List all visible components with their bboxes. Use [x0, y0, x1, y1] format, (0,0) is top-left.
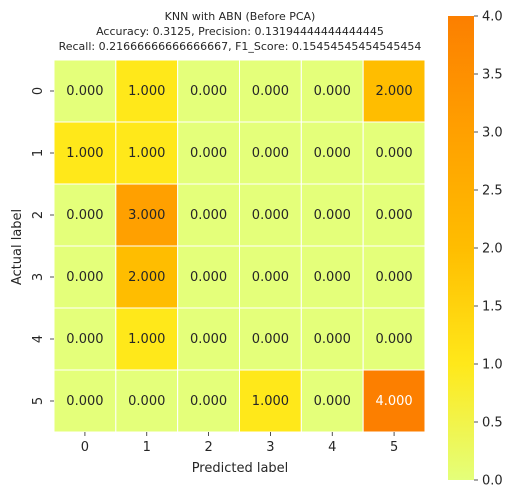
x-tick-label: 4 — [328, 440, 336, 455]
cell-value-label: 0.000 — [190, 270, 227, 285]
colorbar: 0.0 0.5 1.0 1.5 2.0 2.5 3.0 3.5 4.0 — [448, 10, 503, 489]
cell-value-label: 0.000 — [314, 146, 351, 161]
cell-value-label: 1.000 — [66, 146, 103, 161]
title-line-1: KNN with ABN (Before PCA) — [165, 10, 316, 23]
x-axis-label: Predicted label — [192, 461, 289, 476]
colorbar-tick-label: 1.0 — [482, 358, 503, 373]
colorbar-ticks: 0.0 0.5 1.0 1.5 2.0 2.5 3.0 3.5 4.0 — [474, 10, 503, 489]
cell-value-label: 0.000 — [66, 332, 103, 347]
heatmap-cell — [115, 59, 179, 123]
heatmap-cell — [115, 121, 179, 185]
cell-value-label: 0.000 — [190, 332, 227, 347]
heatmap-cell — [53, 369, 117, 433]
cell-value-label: 0.000 — [252, 84, 289, 99]
cell-value-label: 0.000 — [375, 332, 412, 347]
y-tick-label: 5 — [31, 397, 46, 405]
cell-value-label: 0.000 — [190, 84, 227, 99]
y-tick-label: 2 — [31, 211, 46, 219]
cell-value-label: 1.000 — [252, 394, 289, 409]
cell-value-label: 0.000 — [375, 146, 412, 161]
heatmap-cell — [53, 245, 117, 309]
cell-value-label: 0.000 — [314, 332, 351, 347]
cell-value-label: 0.000 — [252, 146, 289, 161]
cell-value-label: 0.000 — [66, 208, 103, 223]
heatmap-cell — [362, 245, 426, 309]
heatmap-cell — [362, 183, 426, 247]
cell-value-label: 3.000 — [128, 208, 165, 223]
cell-value-label: 4.000 — [375, 394, 412, 409]
cell-value-label: 0.000 — [190, 208, 227, 223]
cell-value-label: 0.000 — [128, 394, 165, 409]
cell-value-label: 2.000 — [375, 84, 412, 99]
title-line-3: Recall: 0.21666666666666667, F1_Score: 0… — [59, 40, 422, 53]
cell-value-label: 0.000 — [314, 270, 351, 285]
colorbar-tick-label: 4.0 — [482, 10, 503, 25]
heatmap-cell — [300, 307, 364, 371]
cell-value-label: 2.000 — [128, 270, 165, 285]
cell-value-label: 0.000 — [314, 208, 351, 223]
x-axis-ticks: 0 1 2 3 4 5 — [81, 432, 398, 455]
heatmap-cell — [239, 121, 302, 185]
heatmap-cell — [115, 183, 179, 247]
cell-value-label: 0.000 — [66, 84, 103, 99]
heatmap-cell — [177, 245, 241, 309]
y-tick-label: 1 — [31, 149, 46, 157]
colorbar-gradient — [448, 16, 474, 480]
x-tick-label: 3 — [266, 440, 274, 455]
heatmap-cell — [362, 121, 426, 185]
colorbar-tick-label: 1.5 — [482, 300, 503, 315]
cell-value-label: 0.000 — [190, 146, 227, 161]
x-tick-label: 2 — [204, 440, 212, 455]
colorbar-tick-label: 2.5 — [482, 184, 503, 199]
heatmap-cell — [177, 307, 241, 371]
colorbar-tick-label: 3.0 — [482, 126, 503, 141]
heatmap-cell — [300, 245, 364, 309]
cell-value-label: 0.000 — [252, 208, 289, 223]
cell-annotations: 0.000 1.000 0.000 0.000 0.000 2.000 1.000 1.000… — [66, 84, 412, 409]
cell-value-label: 1.000 — [128, 146, 165, 161]
cell-value-label: 0.000 — [66, 270, 103, 285]
heatmap-cell — [239, 307, 302, 371]
x-tick-label: 1 — [143, 440, 151, 455]
heatmap-cell — [115, 245, 179, 309]
colorbar-tick-label: 0.5 — [482, 416, 503, 431]
chart-title: KNN with ABN (Before PCA) Accuracy: 0.31… — [59, 10, 422, 53]
heatmap-cell — [362, 59, 426, 123]
heatmap-cell — [362, 369, 426, 433]
heatmap-cell — [362, 307, 426, 371]
y-tick-label: 3 — [31, 273, 46, 281]
cell-value-label: 0.000 — [314, 394, 351, 409]
heatmap-cell — [53, 307, 117, 371]
colorbar-tick-label: 0.0 — [482, 474, 503, 489]
title-line-2: Accuracy: 0.3125, Precision: 0.131944444… — [96, 25, 384, 38]
cell-value-label: 0.000 — [375, 208, 412, 223]
cell-value-label: 0.000 — [314, 84, 351, 99]
heatmap-cell — [300, 183, 364, 247]
colorbar-tick-label: 2.0 — [482, 242, 503, 257]
y-axis-ticks: 0 1 2 3 4 5 — [31, 87, 54, 405]
heatmap-cells — [53, 59, 426, 433]
y-tick-label: 0 — [31, 87, 46, 95]
cell-value-label: 0.000 — [252, 270, 289, 285]
cell-value-label: 0.000 — [252, 332, 289, 347]
cell-value-label: 0.000 — [375, 270, 412, 285]
x-tick-label: 5 — [390, 440, 398, 455]
x-tick-label: 0 — [81, 440, 89, 455]
cell-value-label: 1.000 — [128, 84, 165, 99]
y-axis-label: Actual label — [10, 209, 25, 285]
heatmap-cell — [239, 245, 302, 309]
y-tick-label: 4 — [31, 335, 46, 343]
cell-value-label: 0.000 — [190, 394, 227, 409]
cell-value-label: 1.000 — [128, 332, 165, 347]
heatmap-cell — [239, 183, 302, 247]
heatmap-cell — [177, 59, 241, 123]
heatmap-cell — [53, 59, 117, 123]
colorbar-tick-label: 3.5 — [482, 68, 503, 83]
cell-value-label: 0.000 — [66, 394, 103, 409]
